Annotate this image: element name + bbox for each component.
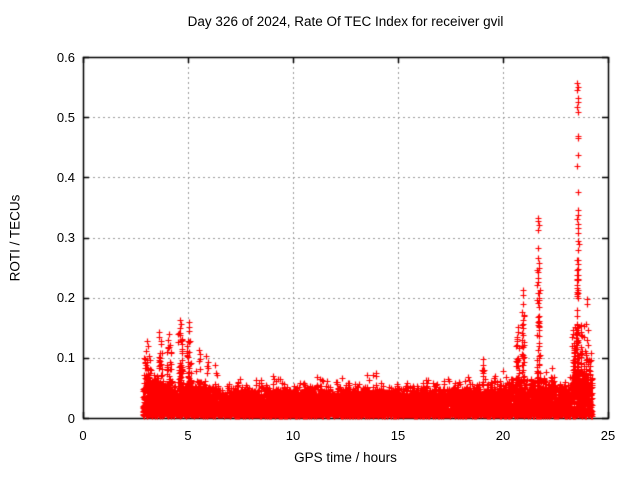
y-axis-label: ROTI / TECUs bbox=[7, 194, 23, 282]
x-axis-label: GPS time / hours bbox=[294, 450, 397, 465]
x-tick-label: 5 bbox=[184, 428, 192, 443]
x-tick-label: 10 bbox=[285, 428, 301, 443]
x-tick-label: 25 bbox=[600, 428, 616, 443]
y-tick-label: 0.2 bbox=[56, 290, 75, 306]
y-tick-label: 0.5 bbox=[56, 109, 75, 125]
chart-title: Day 326 of 2024, Rate Of TEC Index for r… bbox=[187, 14, 504, 29]
y-tick-label: 0.3 bbox=[56, 230, 75, 245]
y-tick-label: 0.4 bbox=[56, 169, 75, 185]
x-tick-label: 20 bbox=[495, 428, 511, 443]
y-tick-label: 0.1 bbox=[56, 350, 75, 366]
y-tick-label: 0.6 bbox=[56, 49, 75, 65]
x-tick-label: 0 bbox=[79, 428, 87, 443]
x-tick-label: 15 bbox=[390, 428, 406, 443]
y-tick-label: 0 bbox=[67, 410, 75, 426]
